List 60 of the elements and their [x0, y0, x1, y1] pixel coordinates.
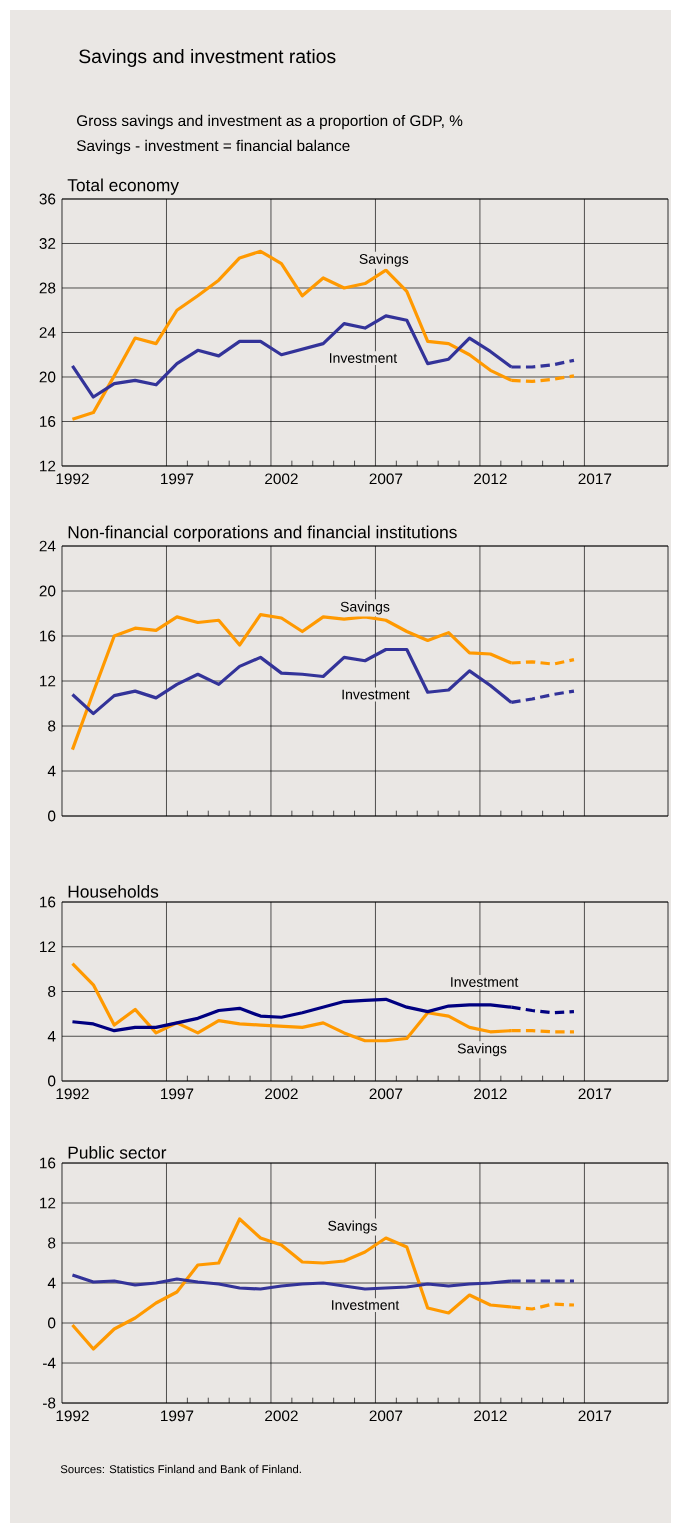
x-tick-label: 2017 — [578, 473, 612, 485]
text: Gross savings and investment as a proportion of GDP, % — [77, 114, 463, 130]
series-label: Savings — [359, 253, 409, 267]
x-tick-label: 2017 — [578, 1088, 612, 1100]
series-label: Investment — [329, 353, 398, 363]
x-tick-label: 2017 — [578, 1410, 612, 1422]
x-tick-label: 1992 — [56, 473, 89, 485]
chart-title: Total economy — [67, 178, 179, 195]
y-tick-label: 8 — [48, 1237, 56, 1249]
x-tick-label: 2007 — [369, 473, 403, 485]
y-tick-label: 4 — [47, 1277, 56, 1289]
text: Savings and investment ratios — [79, 48, 336, 68]
y-tick-label: 24 — [39, 327, 56, 338]
x-tick-label: 1992 — [56, 1088, 89, 1100]
y-tick-label: 12 — [40, 1197, 56, 1209]
chart-title: Households — [68, 885, 159, 898]
x-tick-label: 2012 — [474, 473, 507, 485]
series-label: Investment — [342, 689, 410, 700]
x-tick-label: 2002 — [265, 1410, 298, 1422]
y-tick-label: 12 — [40, 941, 56, 953]
y-tick-label: 16 — [40, 630, 56, 642]
x-tick-label: 1997 — [161, 473, 194, 485]
x-tick-label: 2012 — [474, 1088, 507, 1100]
series-label: Investment — [451, 977, 519, 987]
chart-title: Non-financial corporations and financial institutions — [68, 525, 457, 542]
x-tick-label: 2002 — [265, 473, 298, 485]
x-tick-label: 2007 — [369, 1410, 403, 1422]
y-tick-label: 8 — [48, 986, 56, 997]
y-tick-label: -4 — [43, 1357, 56, 1369]
x-tick-label: 1997 — [161, 1088, 194, 1100]
y-tick-label: 32 — [39, 238, 56, 249]
y-tick-label: 20 — [39, 585, 56, 597]
y-tick-label: 24 — [39, 540, 56, 552]
y-tick-label: 4 — [47, 765, 56, 777]
y-tick-label: 12 — [40, 460, 56, 472]
y-tick-label: 8 — [48, 720, 56, 732]
y-tick-label: 4 — [47, 1030, 56, 1042]
y-tick-label: 16 — [40, 1157, 56, 1169]
chart-title: Public sector — [68, 1146, 167, 1159]
x-tick-label: 1997 — [161, 1410, 194, 1422]
x-tick-label: 2002 — [265, 1088, 298, 1100]
y-tick-label: 16 — [40, 416, 56, 427]
x-tick-label: 1992 — [56, 1410, 89, 1422]
y-tick-label: 12 — [40, 675, 56, 687]
series-label: Savings — [457, 1043, 507, 1057]
x-tick-label: 2012 — [474, 1410, 507, 1422]
text: Savings - investment = financial balance — [76, 139, 350, 155]
y-tick-label: 28 — [39, 282, 56, 294]
y-tick-label: 20 — [39, 371, 56, 383]
y-tick-label: 0 — [48, 1075, 56, 1087]
x-tick-label: 2007 — [369, 1088, 403, 1100]
y-tick-label: 0 — [48, 810, 56, 822]
y-tick-label: 16 — [40, 896, 56, 908]
y-tick-label: -8 — [43, 1397, 56, 1409]
source-note: Sources: Statistics Finland and Bank of Finland. — [60, 1464, 301, 1474]
y-tick-label: 0 — [48, 1317, 56, 1329]
series-label: Savings — [328, 1220, 377, 1234]
series-label: Investment — [332, 1300, 400, 1310]
y-tick-label: 36 — [39, 193, 56, 205]
series-label: Savings — [340, 601, 390, 615]
